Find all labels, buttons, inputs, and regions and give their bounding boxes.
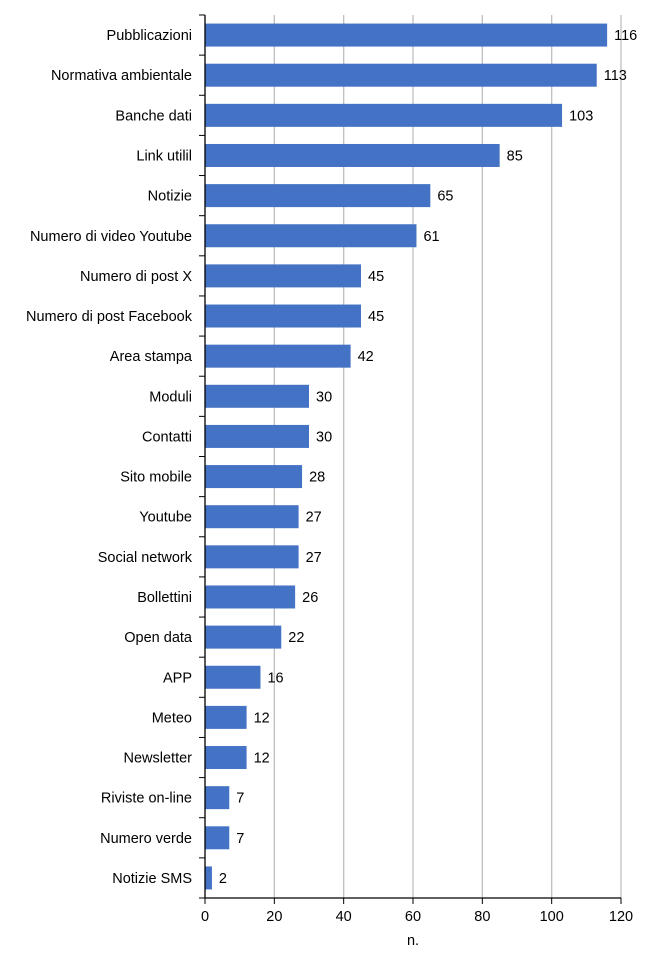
- bar: [205, 866, 212, 890]
- value-label: 30: [316, 429, 332, 445]
- value-label: 85: [507, 148, 523, 164]
- category-label: Notizie SMS: [112, 871, 192, 887]
- category-label: Pubblicazioni: [107, 28, 192, 44]
- bar: [205, 264, 361, 288]
- bar: [205, 344, 351, 368]
- category-label: Numero verde: [100, 831, 192, 847]
- bar: [205, 705, 247, 729]
- category-label: Meteo: [152, 710, 192, 726]
- value-label: 2: [219, 871, 227, 887]
- bar: [205, 424, 309, 448]
- bar: [205, 184, 431, 208]
- category-label: APP: [163, 670, 192, 686]
- category-label: Contatti: [142, 429, 192, 445]
- value-label: 42: [358, 349, 374, 365]
- category-label: Newsletter: [124, 751, 193, 767]
- category-label: Numero di post X: [80, 269, 192, 285]
- value-label: 22: [288, 630, 304, 646]
- category-label: Moduli: [149, 389, 192, 405]
- value-label: 45: [368, 269, 384, 285]
- x-tick-label: 20: [266, 909, 282, 925]
- bar: [205, 545, 299, 569]
- x-axis-label: n.: [407, 933, 419, 949]
- bar: [205, 63, 597, 87]
- bar: [205, 625, 282, 649]
- bar: [205, 143, 500, 167]
- x-tick-label: 80: [474, 909, 490, 925]
- category-label: Open data: [124, 630, 193, 646]
- bar: [205, 23, 608, 47]
- bar: [205, 224, 417, 248]
- value-label: 7: [236, 831, 244, 847]
- value-label: 103: [569, 108, 593, 124]
- value-label: 113: [604, 68, 627, 84]
- bar: [205, 746, 247, 770]
- bar: [205, 665, 261, 689]
- category-label: Youtube: [139, 510, 192, 526]
- bar: [205, 304, 361, 328]
- value-label: 27: [306, 510, 322, 526]
- category-label: Notizie: [148, 189, 192, 205]
- value-label: 27: [306, 550, 322, 566]
- value-label: 26: [302, 590, 318, 606]
- category-label: Numero di post Facebook: [26, 309, 193, 325]
- category-label: Area stampa: [110, 349, 193, 365]
- category-label: Social network: [98, 550, 193, 566]
- bar: [205, 103, 563, 127]
- bar: [205, 826, 230, 850]
- category-label: Banche dati: [115, 108, 192, 124]
- x-tick-label: 100: [540, 909, 564, 925]
- x-tick-label: 60: [405, 909, 421, 925]
- value-label: 12: [254, 751, 270, 767]
- bar: [205, 786, 230, 810]
- value-label: 61: [423, 229, 439, 245]
- category-label: Sito mobile: [120, 470, 192, 486]
- value-label: 116: [614, 28, 637, 44]
- category-label: Riviste on-line: [101, 791, 192, 807]
- x-tick-label: 40: [336, 909, 352, 925]
- category-label: Bollettini: [137, 590, 192, 606]
- bar: [205, 585, 296, 609]
- value-label: 30: [316, 389, 332, 405]
- value-label: 65: [437, 189, 453, 205]
- x-tick-label: 0: [201, 909, 209, 925]
- value-label: 7: [236, 791, 244, 807]
- bar: [205, 384, 309, 408]
- category-label: Link utilil: [136, 148, 192, 164]
- value-label: 12: [254, 710, 270, 726]
- category-label: Normativa ambientale: [51, 68, 192, 84]
- value-label: 28: [309, 470, 325, 486]
- bar: [205, 505, 299, 529]
- category-label: Numero di video Youtube: [30, 229, 192, 245]
- value-label: 45: [368, 309, 384, 325]
- bar: [205, 465, 303, 489]
- x-tick-label: 120: [609, 909, 633, 925]
- value-label: 16: [267, 670, 283, 686]
